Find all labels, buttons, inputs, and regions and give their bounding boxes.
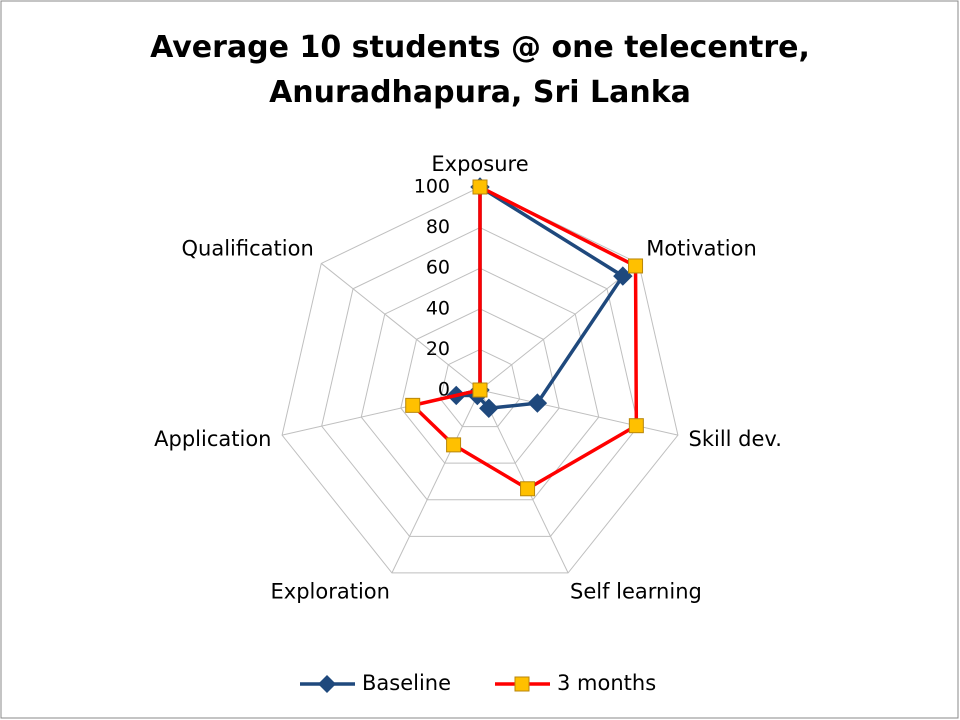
marker bbox=[520, 481, 536, 497]
marker bbox=[527, 393, 548, 413]
legend-label: 3 months bbox=[557, 671, 656, 695]
spoke bbox=[479, 389, 679, 436]
category-label: Qualification bbox=[182, 237, 314, 261]
series-line bbox=[409, 184, 639, 491]
grid-ring bbox=[400, 308, 560, 464]
marker bbox=[472, 382, 488, 398]
marker bbox=[405, 397, 421, 413]
category-label: Skill dev. bbox=[689, 427, 782, 451]
category-label: Exploration bbox=[271, 580, 390, 604]
tick-label: 100 bbox=[414, 176, 450, 198]
marker bbox=[479, 398, 499, 418]
grid-ring bbox=[321, 227, 639, 537]
legend-marker bbox=[318, 675, 336, 693]
legend-label: Baseline bbox=[362, 671, 451, 695]
spoke bbox=[391, 389, 481, 574]
category-label: Self learning bbox=[570, 580, 702, 604]
marker bbox=[446, 437, 462, 453]
category-label: Exposure bbox=[431, 152, 528, 176]
tick-label: 40 bbox=[426, 297, 450, 319]
grid-ring bbox=[360, 267, 600, 501]
marker bbox=[628, 418, 644, 434]
category-label: Application bbox=[154, 427, 271, 451]
chart-title: Average 10 students @ one telecentre, Anu… bbox=[150, 30, 810, 110]
tick-label: 80 bbox=[426, 216, 450, 238]
legend-marker bbox=[514, 676, 530, 692]
marker bbox=[472, 179, 488, 195]
spoke bbox=[320, 263, 481, 391]
grid-ring bbox=[439, 348, 521, 428]
marker bbox=[628, 258, 644, 274]
tick-label: 60 bbox=[426, 257, 450, 279]
tick-label: 20 bbox=[426, 338, 450, 360]
category-label: Motivation bbox=[646, 237, 757, 261]
grid-ring bbox=[281, 186, 679, 574]
spoke bbox=[479, 263, 640, 391]
